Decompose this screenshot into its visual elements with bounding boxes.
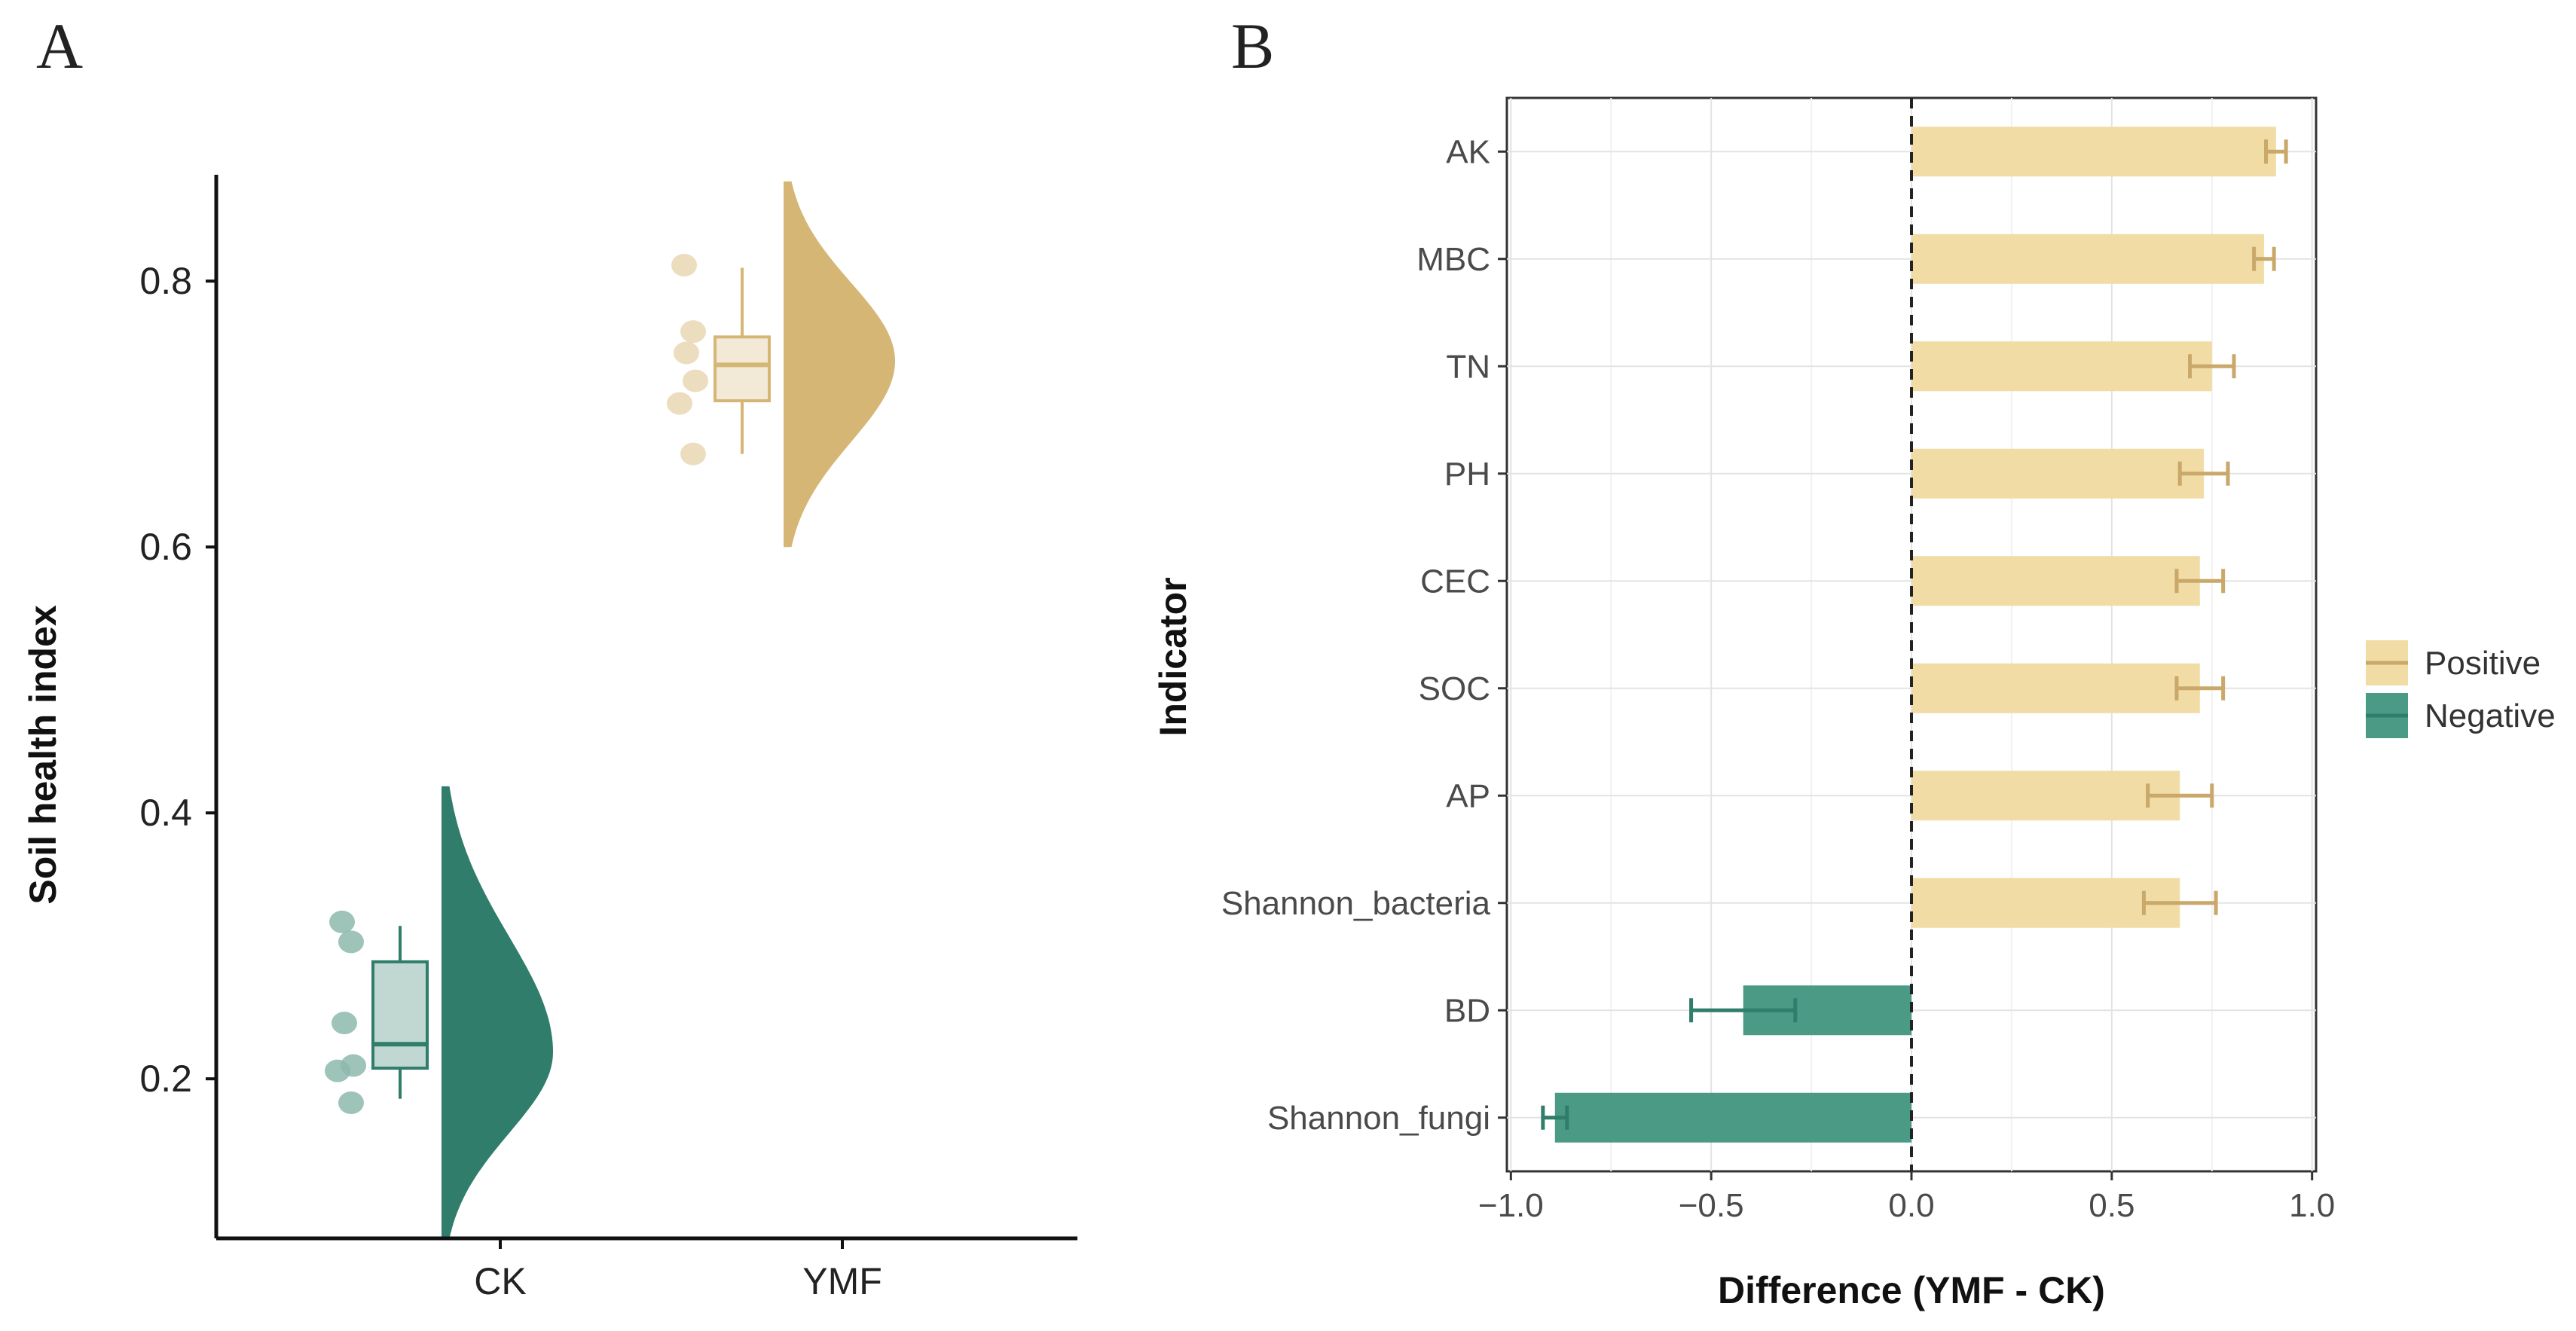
x-axis-title: Difference (YMF - CK) (1718, 1269, 2105, 1311)
y-tick-label: AK (1446, 133, 1490, 170)
legend-label-negative: Negative (2425, 698, 2556, 734)
y-tick-label: TN (1446, 348, 1490, 385)
raw-data-points (325, 254, 708, 1114)
y-tick-label: MBC (1416, 241, 1490, 278)
bar-cec (1911, 556, 2200, 606)
data-point-ymf (680, 442, 706, 466)
y-axis-title: Soil health index (22, 605, 64, 904)
panel-label-a: A (36, 10, 83, 82)
x-tick-label: −0.5 (1679, 1187, 1744, 1224)
y-tick-label: Shannon_bacteria (1221, 885, 1491, 922)
bar-mbc (1911, 234, 2264, 284)
bar-ph (1911, 448, 2205, 499)
x-tick-label: −1.0 (1478, 1187, 1544, 1224)
x-tick-label: YMF (802, 1260, 882, 1302)
y-tick-label: 0.6 (139, 526, 192, 568)
bar-soc (1911, 663, 2200, 713)
y-tick-label: 0.4 (139, 792, 192, 834)
data-point-ymf (680, 320, 706, 343)
x-tick-label: CK (474, 1260, 526, 1302)
data-point-ymf (683, 369, 708, 392)
box-ymf (714, 335, 771, 403)
legend-label-positive: Positive (2425, 645, 2541, 682)
y-axis-ticks: AK MBC TN PH CEC SOC AP Shannon_bacteria BD Shann… (1221, 133, 1507, 1137)
y-tick-label: CEC (1420, 563, 1490, 600)
y-tick-label: BD (1444, 992, 1490, 1029)
x-tick-label: 1.0 (2289, 1187, 2335, 1224)
bar-shannon_fungi (1554, 1092, 1911, 1143)
box-plots (371, 267, 771, 1099)
density-clouds (442, 181, 895, 1238)
bar-tn (1911, 341, 2212, 392)
x-tick-label: 0.5 (2089, 1187, 2134, 1224)
data-point-ck (332, 1012, 357, 1035)
data-point-ck (325, 1059, 350, 1082)
y-tick-label: 0.8 (139, 260, 192, 302)
panel-a-raincloud-chart: 0.2 0.4 0.6 0.8 CK YMF Soil health index (22, 175, 1077, 1302)
x-axis-ticks: CK YMF (474, 1238, 882, 1302)
bar-ap (1911, 771, 2180, 821)
data-point-ymf (667, 392, 692, 415)
panel-label-b: B (1231, 10, 1274, 82)
y-tick-label: Shannon_fungi (1267, 1100, 1490, 1137)
density-cloud-ymf (784, 181, 895, 548)
y-axis-title: Indicator (1152, 577, 1194, 736)
panel-b-bar-chart: AK MBC TN PH CEC SOC AP Shannon_bacteria BD Shann… (1152, 96, 2556, 1311)
error-bars (1541, 139, 2288, 1130)
x-tick-label: 0.0 (1888, 1187, 1934, 1224)
data-point-ymf (674, 341, 699, 365)
bars (1554, 127, 2276, 1143)
bar-shannon_bacteria (1911, 878, 2180, 928)
box-ck (371, 960, 429, 1070)
y-tick-label: AP (1446, 777, 1490, 814)
y-tick-label: 0.2 (139, 1058, 192, 1100)
density-cloud-ck (442, 786, 553, 1238)
legend: Positive Negative (2366, 640, 2556, 738)
data-point-ck (338, 930, 364, 954)
bar-ak (1911, 127, 2276, 177)
y-axis-ticks: 0.2 0.4 0.6 0.8 (139, 260, 216, 1100)
data-point-ck (329, 910, 355, 933)
y-tick-label: PH (1444, 456, 1490, 493)
y-tick-label: SOC (1419, 670, 1490, 707)
data-point-ck (338, 1091, 364, 1114)
data-point-ymf (671, 254, 697, 277)
x-axis-ticks: −1.0 −0.5 0.0 0.5 1.0 (1478, 1171, 2335, 1224)
